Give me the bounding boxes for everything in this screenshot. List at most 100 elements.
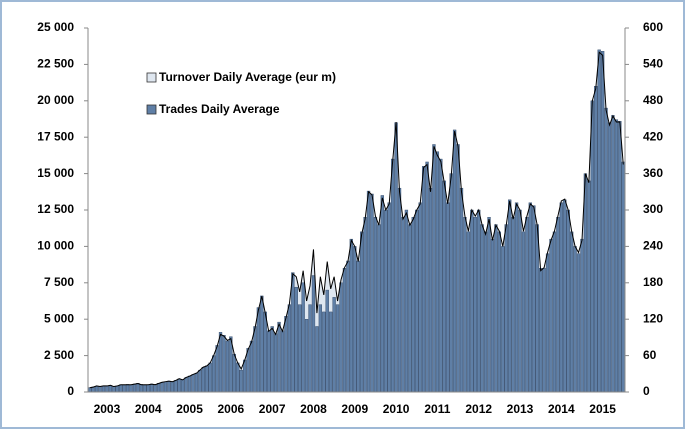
trades-bar: [342, 268, 347, 393]
trades-bar: [304, 319, 309, 393]
trades-bar: [94, 385, 99, 393]
trades-bar: [614, 119, 619, 393]
trades-bar: [239, 369, 243, 393]
trades-bar: [528, 202, 532, 393]
legend-label: Trades Daily Average: [159, 102, 280, 116]
trades-bar: [222, 335, 226, 393]
y-tick-label: 7 500: [44, 275, 74, 289]
trades-bar: [439, 158, 443, 393]
x-tick-label: 2007: [259, 402, 286, 416]
trades-bar: [621, 161, 625, 393]
trades-bar: [163, 381, 168, 393]
y2-tick-label: 120: [643, 311, 663, 325]
trades-bar: [215, 345, 219, 393]
trades-bar: [542, 268, 546, 393]
trades-bar: [473, 217, 477, 393]
trades-bar: [446, 202, 450, 393]
trades-bar: [143, 384, 147, 393]
trades-bar: [401, 217, 405, 393]
y2-tick-label: 420: [643, 129, 663, 143]
trades-bar: [201, 367, 205, 393]
trades-bar: [511, 217, 515, 393]
trades-bar: [415, 209, 419, 393]
trades-bar: [198, 369, 202, 393]
trades-bar: [260, 295, 264, 393]
trades-bar: [480, 224, 484, 393]
trades-bar: [298, 304, 302, 393]
trades-bar: [273, 333, 278, 393]
trades-bar: [559, 202, 563, 393]
x-tick-label: 2013: [507, 402, 534, 416]
trades-bar: [211, 355, 216, 393]
trades-bar: [604, 107, 608, 393]
x-tick-label: 2004: [135, 402, 162, 416]
trades-bar: [170, 381, 174, 393]
trades-bar: [277, 321, 281, 393]
trades-bar: [256, 307, 261, 393]
trades-bar: [411, 217, 415, 393]
y2-tick-label: 180: [643, 275, 663, 289]
trades-bar: [501, 246, 505, 393]
x-tick-label: 2014: [548, 402, 575, 416]
trades-bar: [267, 330, 271, 393]
turnover-line: [89, 51, 624, 389]
y-tick-label: 22 500: [37, 57, 74, 71]
trades-bar: [108, 385, 113, 393]
trades-bar: [397, 187, 402, 393]
trades-bar: [291, 272, 295, 393]
trades-bar: [208, 362, 212, 393]
trades-bar: [132, 383, 137, 393]
x-tick-label: 2006: [218, 402, 245, 416]
y-tick-label: 20 000: [37, 93, 74, 107]
trades-bar: [177, 378, 181, 393]
trades-bar: [205, 365, 209, 393]
trades-bar: [387, 202, 391, 393]
trades-bar: [607, 122, 612, 393]
y-tick-label: 15 000: [37, 166, 74, 180]
trades-bar: [246, 348, 250, 393]
legend-label: Turnover Daily Average (eur m): [159, 70, 336, 84]
trades-bar: [112, 386, 116, 393]
trades-bar: [329, 311, 333, 393]
trades-bar: [394, 122, 398, 393]
trades-bar: [535, 224, 539, 393]
y2-tick-label: 0: [643, 384, 650, 398]
trades-bar: [587, 180, 591, 393]
trades-bar: [232, 353, 236, 393]
trades-bar: [442, 180, 446, 393]
legend-swatch: [146, 104, 157, 115]
trades-bar: [263, 311, 267, 393]
trades-bar: [160, 382, 164, 393]
trades-bar: [353, 246, 357, 393]
trades-bar: [549, 238, 553, 393]
trades-bar: [594, 86, 598, 393]
trades-bar: [218, 332, 223, 393]
y2-tick-label: 60: [643, 348, 657, 362]
trades-bar: [322, 311, 326, 393]
trades-bar: [573, 246, 577, 393]
trades-bar: [373, 217, 378, 393]
trades-bar: [425, 161, 429, 393]
trades-bar: [552, 231, 557, 393]
trades-bar: [504, 224, 508, 393]
trades-bar: [360, 231, 364, 393]
trades-bar: [98, 386, 102, 393]
trades-bar: [153, 384, 157, 393]
trades-bar: [311, 275, 316, 393]
y2-tick-label: 360: [643, 166, 663, 180]
trades-bar: [136, 383, 140, 393]
x-tick-label: 2015: [589, 402, 616, 416]
trades-bar: [115, 385, 119, 393]
trades-bar: [576, 253, 581, 393]
trades-bar: [187, 375, 192, 393]
trades-bar: [287, 304, 292, 393]
y-tick-label: 12 500: [37, 202, 74, 216]
y-tick-label: 17 500: [37, 129, 74, 143]
trades-bar: [335, 304, 340, 393]
trades-bar: [191, 374, 195, 393]
trades-bar: [156, 383, 161, 393]
legend-swatch: [146, 72, 157, 83]
y2-tick-label: 600: [643, 20, 663, 34]
trades-bar: [470, 209, 474, 393]
